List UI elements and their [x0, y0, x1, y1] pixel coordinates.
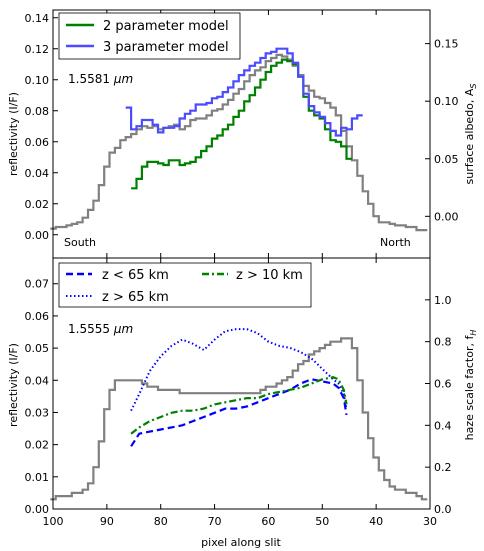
x-tick-label: 40 [369, 515, 383, 528]
top-y-tick-label: 0.08 [25, 105, 50, 118]
top-y2-tick-label: 0.10 [434, 95, 459, 108]
x-tick-label: 70 [208, 515, 222, 528]
bottom-y-tick-label: 0.03 [25, 406, 50, 419]
top-y2-tick-label: 0.15 [434, 38, 459, 51]
bottom-series-lt65 [130, 378, 348, 447]
bottom-y2-axis-label: haze scale factor, fH [463, 330, 478, 441]
top-y2-tick-label: 0.00 [434, 210, 459, 223]
top-series-m3 [125, 47, 363, 137]
legend-label-2-parameter: 2 parameter model [103, 19, 229, 34]
bottom-series-gt65 [130, 328, 348, 412]
x-tick-label: 60 [261, 515, 275, 528]
x-tick-label: 30 [423, 515, 437, 528]
north-label: North [380, 236, 411, 249]
bottom-y-tick-label: 0.05 [25, 342, 50, 355]
top-series-m2 [131, 58, 352, 190]
legend-label-z-gt-10: z > 10 km [236, 268, 303, 283]
bottom-y2-tick-label: 0.6 [434, 378, 452, 391]
top-y-tick-label: 0.02 [25, 198, 50, 211]
bottom-y-tick-label: 0.07 [25, 278, 50, 291]
bottom-y2-tick-label: 0.8 [434, 336, 452, 349]
x-tick-label: 50 [315, 515, 329, 528]
top-wavelength-annotation: 1.5581 μm [68, 72, 133, 86]
top-y-tick-label: 0.04 [25, 167, 50, 180]
top-y-tick-label: 0.10 [25, 74, 50, 87]
bottom-y-tick-label: 0.02 [25, 439, 50, 452]
top-y2-tick-label: 0.05 [434, 153, 459, 166]
x-tick-label: 100 [43, 515, 64, 528]
top-y-tick-label: 0.00 [25, 229, 50, 242]
top-legend-box [58, 12, 241, 60]
x-tick-label: 90 [100, 515, 114, 528]
legend-label-3-parameter: 3 parameter model [103, 40, 229, 55]
south-label: South [64, 236, 96, 249]
bottom-wavelength-annotation: 1.5555 μm [68, 322, 133, 336]
legend-label-z-gt-65: z > 65 km [102, 290, 169, 305]
top-legend: 2 parameter model 3 parameter model [58, 12, 241, 60]
top-series-obs [50, 53, 428, 232]
top-y-tick-label: 0.06 [25, 136, 50, 149]
x-axis-label: pixel along slit [201, 536, 281, 549]
bottom-y-tick-label: 0.06 [25, 310, 50, 323]
bottom-y-tick-label: 0.04 [25, 374, 50, 387]
bottom-y2-tick-label: 0.4 [434, 419, 452, 432]
bottom-y-axis-label: reflectivity (I/F) [7, 343, 20, 427]
bottom-legend-box [58, 262, 312, 308]
legend-label-z-lt-65: z < 65 km [102, 268, 169, 283]
bottom-y-tick-label: 0.01 [25, 471, 50, 484]
bottom-panel: 100 90 80 70 60 50 40 30 0.00 0.01 0.02 0.03 0.04 0.… [7, 257, 478, 549]
top-panel: 0.00 0.02 0.04 0.06 0.08 0.10 0.12 0.14 0.00 0.0… [7, 9, 478, 259]
x-tick-label: 80 [154, 515, 168, 528]
bottom-legend: z < 65 km z > 10 km z > 65 km [58, 262, 312, 308]
bottom-y-tick-label: 0.00 [25, 503, 50, 516]
bottom-series-gt10 [130, 376, 348, 435]
top-y-tick-label: 0.12 [25, 43, 50, 56]
bottom-y2-tick-label: 0.0 [434, 503, 452, 516]
top-y2-axis-label: surface albedo, AS [463, 83, 478, 184]
bottom-series-obs [50, 337, 428, 501]
top-y-tick-label: 0.14 [25, 12, 50, 25]
bottom-plot-frame [52, 257, 431, 510]
bottom-y2-tick-label: 0.2 [434, 461, 452, 474]
top-y-axis-label: reflectivity (I/F) [7, 92, 20, 176]
bottom-y2-tick-label: 1.0 [434, 294, 452, 307]
